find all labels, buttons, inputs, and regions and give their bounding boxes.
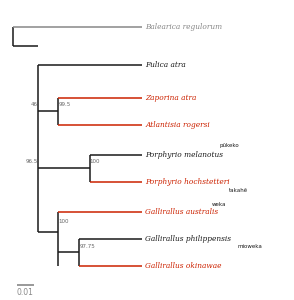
Text: Zaporina atra: Zaporina atra xyxy=(145,94,197,102)
Text: pūkeko: pūkeko xyxy=(220,143,240,148)
Text: 46: 46 xyxy=(31,102,38,107)
Text: Porphyrio melanotus: Porphyrio melanotus xyxy=(145,151,223,159)
Text: 97.75: 97.75 xyxy=(79,244,95,249)
Text: 99.5: 99.5 xyxy=(59,102,71,107)
Text: Atlantisia rogersi: Atlantisia rogersi xyxy=(145,121,210,129)
Text: Gallirallus australis: Gallirallus australis xyxy=(145,208,218,216)
Text: Gallirallus philippensis: Gallirallus philippensis xyxy=(145,235,231,243)
Text: takahē: takahē xyxy=(229,188,248,193)
Text: 96.5: 96.5 xyxy=(25,159,38,164)
Text: Porphyrio hochstetteri: Porphyrio hochstetteri xyxy=(145,178,230,186)
Text: Balearica regulorum: Balearica regulorum xyxy=(145,23,222,31)
Text: 100: 100 xyxy=(59,219,69,224)
Text: 0.01: 0.01 xyxy=(17,288,34,297)
Text: weka: weka xyxy=(211,202,226,207)
Text: mioweka: mioweka xyxy=(237,244,262,250)
Text: Fulica atra: Fulica atra xyxy=(145,61,186,69)
Text: Gallirallus okinawae: Gallirallus okinawae xyxy=(145,262,222,270)
Text: 100: 100 xyxy=(90,159,100,164)
